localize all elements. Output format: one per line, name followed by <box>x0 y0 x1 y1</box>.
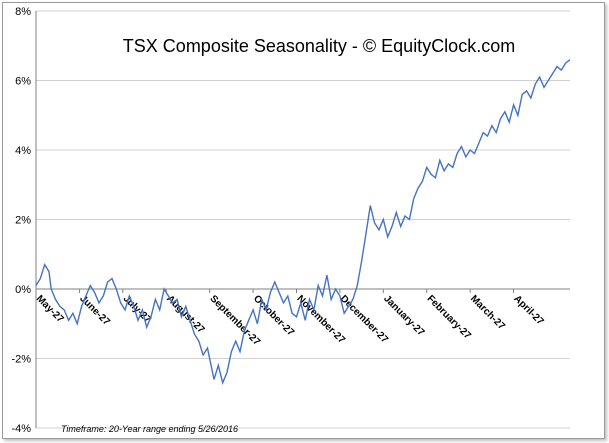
chart-frame: -4% -2% 0% 2% 4% 6% 8% May-27 June-27 July-27 Aug… <box>2 2 605 439</box>
y-tick-label: -4% <box>11 423 31 435</box>
x-tick-label: October-27 <box>251 293 296 338</box>
chart-title: TSX Composite Seasonality - © EquityCloc… <box>123 36 515 56</box>
y-tick-label: 0% <box>15 284 31 296</box>
y-tick-label: 4% <box>15 145 31 157</box>
chart-footnote: Timeframe: 20-Year range ending 5/26/201… <box>61 424 238 434</box>
seasonality-chart: -4%-2%0%2%4%6%8% May-27 June-27 July-27 Aug… <box>11 6 571 435</box>
x-tick-label: May-27 <box>34 293 66 325</box>
x-tick-label: February-27 <box>425 293 474 342</box>
series-line <box>35 59 571 386</box>
y-axis-ticks: -4% -2% 0% 2% 4% 6% 8% <box>11 6 31 435</box>
y-tick-label: 2% <box>15 215 31 227</box>
x-tick-label: March-27 <box>468 293 507 332</box>
gridlines <box>36 10 570 429</box>
x-tick-label: April-27 <box>511 293 545 327</box>
y-tick-label: 8% <box>15 6 31 18</box>
y-tick-label: 6% <box>15 76 31 88</box>
y-tick-label: -2% <box>11 354 31 366</box>
x-axis-ticks: May-27 June-27 July-27 August-27 September-2… <box>34 289 546 348</box>
x-tick-label: June-27 <box>77 293 112 328</box>
x-tick-label: January-27 <box>381 293 426 338</box>
